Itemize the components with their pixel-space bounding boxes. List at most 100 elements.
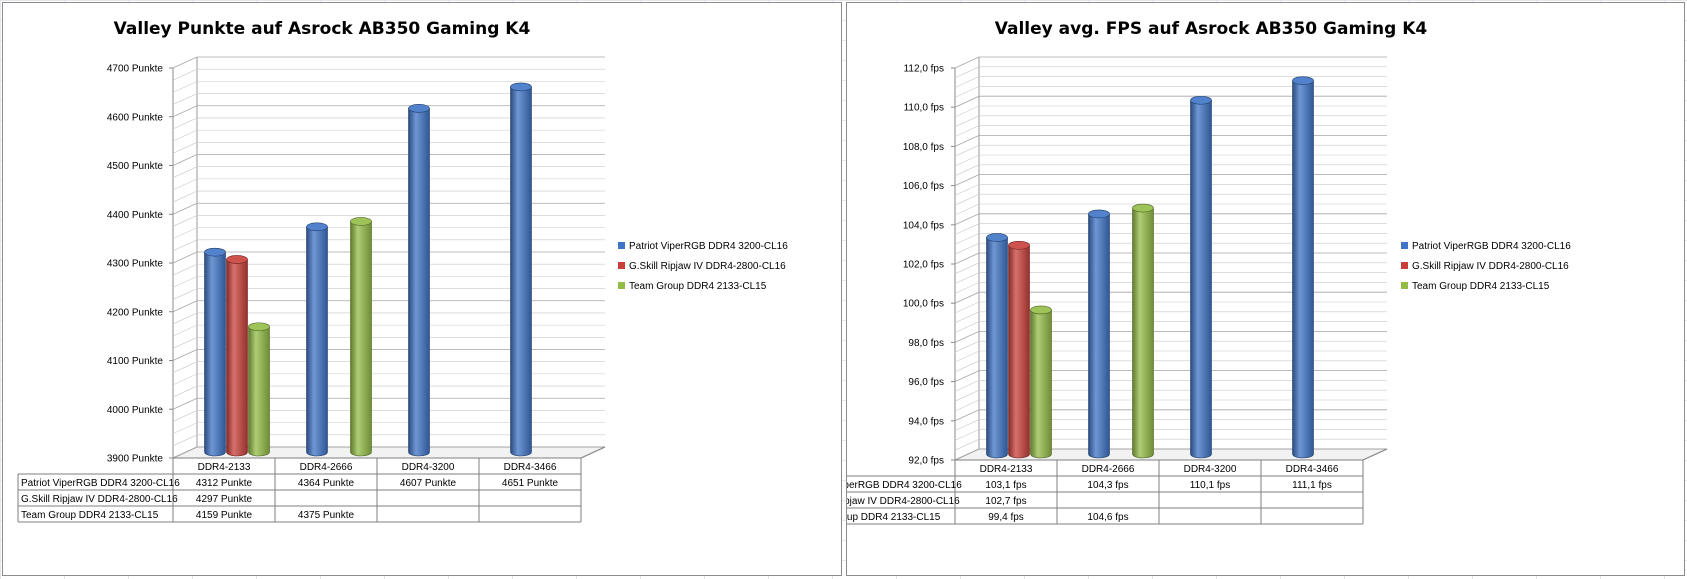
minor-gridline [954, 125, 1387, 137]
data-label: 4159 Punkte [196, 510, 253, 521]
chart-panel-fps: Valley avg. FPS auf Asrock AB350 Gaming … [846, 2, 1685, 576]
minor-gridline [172, 373, 605, 386]
gridline [954, 95, 1387, 108]
gridline [172, 300, 605, 313]
gridline [954, 56, 1387, 69]
x-tick-label: DDR4-2133 [980, 464, 1033, 475]
minor-gridline [172, 166, 605, 178]
bar-body [350, 221, 372, 457]
x-tick-label: DDR4-3466 [504, 462, 557, 473]
minor-gridline [954, 321, 1387, 333]
gridline [172, 349, 605, 361]
minor-gridline [954, 184, 1387, 196]
plot-area: 92,0 fps 94,0 fps 96,0 fps 98,0 fps 100,0 fp… [903, 56, 1388, 467]
y-tick-label: 104,0 fps [903, 220, 944, 231]
bar-body [1088, 213, 1110, 459]
bar-body [248, 326, 270, 457]
minor-gridline [172, 142, 605, 154]
data-label: 4297 Punkte [196, 494, 253, 505]
y-tick-label: 102,0 fps [903, 260, 944, 271]
legend-entry: Patriot ViperRGB DDR4 3200-CL16 [629, 241, 788, 252]
bar [1008, 240, 1030, 459]
plot-area: 3900 Punkte 4000 Punkte 4100 Punkte 4200 Pu… [107, 56, 606, 465]
gridline [954, 409, 1387, 422]
table-series-name: G.Skill Ripjaw IV DDR4-2800-CL16 [21, 494, 178, 505]
minor-gridline [172, 129, 605, 142]
minor-gridline [172, 288, 605, 300]
data-label: 102,7 fps [985, 496, 1026, 507]
y-tick-label: 4000 Punkte [107, 405, 164, 416]
x-tick-label: DDR4-3466 [1286, 464, 1339, 475]
table-series-name: G.Skill Ripjaw IV DDR4-2800-CL16 [847, 496, 960, 507]
gridline [954, 213, 1387, 226]
x-tick-label: DDR4-3200 [402, 462, 455, 473]
table-series-name: Patriot ViperRGB DDR4 3200-CL16 [847, 480, 962, 491]
chart-fps-svg: Valley avg. FPS auf Asrock AB350 Gaming … [847, 19, 1571, 525]
x-tick-label: DDR4-2666 [300, 462, 353, 473]
bar-body [1292, 80, 1314, 459]
y-tick-label: 4100 Punkte [107, 356, 164, 367]
bar-top [1292, 76, 1314, 85]
minor-gridline [172, 68, 605, 81]
data-label: 99,4 fps [988, 512, 1024, 523]
bar-top [306, 222, 328, 232]
minor-gridline [954, 311, 1387, 324]
y-tick-label: 4700 Punkte [107, 64, 164, 75]
minor-gridline [954, 105, 1387, 118]
bar-top [350, 217, 372, 226]
y-tick-label: 4600 Punkte [107, 112, 164, 123]
bar-body [1132, 207, 1154, 459]
data-label: 4364 Punkte [298, 478, 355, 489]
y-tick-label: 4200 Punkte [107, 307, 164, 318]
gridline [954, 330, 1387, 343]
bar-body [226, 259, 248, 457]
bar [226, 255, 248, 457]
bar-top [510, 82, 532, 92]
minor-gridline [954, 242, 1387, 255]
minor-gridline [954, 429, 1387, 441]
data-label: 110,1 fps [1190, 480, 1230, 491]
gridline [954, 252, 1387, 265]
bar-top [248, 322, 270, 332]
minor-gridline [172, 81, 605, 93]
minor-gridline [954, 66, 1387, 79]
minor-gridline [954, 389, 1387, 402]
data-label: 4607 Punkte [400, 478, 457, 489]
minor-gridline [954, 193, 1387, 206]
legend-entry: G.Skill Ripjaw IV DDR4-2800-CL16 [1412, 261, 1569, 272]
minor-gridline [954, 223, 1387, 235]
y-tick-label: 100,0 fps [903, 299, 944, 310]
gridline [954, 370, 1387, 382]
minor-gridline [954, 350, 1387, 363]
legend-swatch [618, 282, 625, 289]
minor-gridline [954, 164, 1387, 177]
legend-swatch [1401, 262, 1408, 269]
bar-top [408, 104, 430, 113]
y-tick-label: 94,0 fps [908, 416, 944, 427]
chart-points-svg: Valley Punkte auf Asrock AB350 Gaming K4… [17, 19, 788, 523]
data-label: 104,6 fps [1087, 512, 1128, 523]
minor-gridline [954, 282, 1387, 294]
minor-gridline [954, 154, 1387, 167]
bar-body [510, 86, 532, 457]
legend-swatch [618, 262, 625, 269]
gridline [172, 105, 605, 118]
gridline [172, 56, 605, 69]
gridline [172, 154, 605, 166]
gridline [954, 174, 1387, 186]
bar-body [306, 226, 328, 457]
minor-gridline [172, 263, 605, 276]
bar [1132, 203, 1154, 459]
minor-gridline [172, 239, 605, 252]
gridline [954, 291, 1387, 304]
table-series-name: Patriot ViperRGB DDR4 3200-CL16 [21, 478, 180, 489]
minor-gridline [172, 227, 605, 239]
bar [350, 217, 372, 457]
minor-gridline [954, 233, 1387, 245]
bar [204, 247, 226, 457]
gridline [954, 134, 1387, 147]
x-tick-label: DDR4-3200 [1184, 464, 1237, 475]
bar-top [204, 247, 226, 257]
y-tick-label: 92,0 fps [908, 456, 944, 467]
data-label: 4312 Punkte [196, 478, 253, 489]
